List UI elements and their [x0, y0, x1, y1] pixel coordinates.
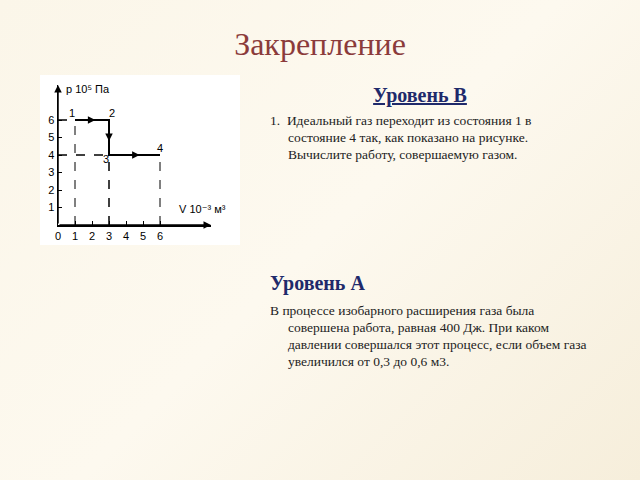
svg-text:3: 3 [106, 230, 112, 242]
svg-text:5: 5 [48, 131, 54, 143]
svg-text:3: 3 [48, 166, 54, 178]
svg-text:4: 4 [48, 149, 54, 161]
svg-text:V 10⁻³ м³: V 10⁻³ м³ [179, 203, 226, 215]
svg-text:4: 4 [157, 142, 163, 154]
html-text:Закрепление: Закрепление [234, 26, 406, 62]
svg-text:1: 1 [69, 107, 75, 119]
svg-text:0: 0 [55, 230, 61, 242]
svg-text:4: 4 [123, 230, 129, 242]
svg-text:5: 5 [140, 230, 146, 242]
svg-text:2: 2 [89, 230, 95, 242]
html-text:В процессе изобарного расширен: В процессе изобарного расширения газа бы… [270, 303, 587, 369]
svg-text:2: 2 [109, 107, 115, 119]
html-text:Уровень В: Уровень В [373, 84, 467, 106]
svg-text:1: 1 [72, 230, 78, 242]
html-text:Уровень А: Уровень А [270, 272, 365, 294]
svg-text:6: 6 [48, 114, 54, 126]
html-text:1. Идеальный газ переходит из: 1. Идеальный газ переходит из состояния … [270, 113, 532, 162]
svg-text:1: 1 [48, 201, 54, 213]
svg-text:p 10⁵ Па: p 10⁵ Па [66, 83, 110, 95]
svg-text:6: 6 [157, 230, 163, 242]
svg-text:2: 2 [48, 184, 54, 196]
svg-text:3: 3 [103, 153, 109, 165]
